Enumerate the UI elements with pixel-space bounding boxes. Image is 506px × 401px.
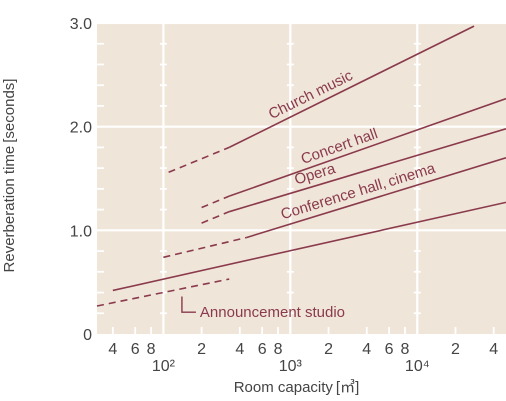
y-tick-label: 2.0 [70,120,92,137]
series-1-dashed-line [201,195,230,209]
x-minor-tick-label: 4 [489,341,498,358]
x-minor-tick-label: 6 [258,341,267,358]
x-major-tick-label: 10⁴ [405,358,430,375]
x-minor-tick-label: 6 [385,341,394,358]
x-minor-tick-label: 2 [197,341,206,358]
series-4-dashed-line [96,278,230,307]
series-label-4: Announcement studio [200,304,345,321]
x-major-tick-label: 10² [152,358,176,375]
x-minor-tick-label: 4 [362,341,371,358]
series-2-solid-line [228,127,506,213]
series-2-dashed-line [201,210,230,224]
x-major-tick-label: 10³ [279,358,303,375]
x-minor-tick-label: 6 [131,341,140,358]
grid [97,21,506,334]
x-minor-tick-label: 8 [147,341,156,358]
series-lines [96,25,506,307]
x-minor-tick-label: 8 [401,341,410,358]
series-0-dashed-line [168,146,230,174]
x-minor-tick-label: 4 [235,341,244,358]
announcement-leader [181,296,196,313]
series-3-solid-line [246,157,506,239]
y-tick-label: 0 [83,327,92,344]
x-axis-title: Room capacity [㎥] [234,379,360,396]
y-tick-label: 3.0 [70,16,92,33]
series-4-solid-line [112,201,506,292]
series-3-dashed-line [163,236,247,259]
x-minor-tick-label: 8 [274,341,283,358]
y-axis-title: Reverberation time [seconds] [1,79,18,273]
series-0-solid-line [228,25,475,149]
series-1-solid-line [228,97,506,197]
x-minor-tick-label: 2 [451,341,460,358]
x-minor-tick-label: 2 [324,341,333,358]
y-tick-label: 1.0 [70,223,92,240]
y-tick-labels: 0 1.0 2.0 3.0 [70,16,92,344]
x-minor-tick-label: 4 [108,341,117,358]
